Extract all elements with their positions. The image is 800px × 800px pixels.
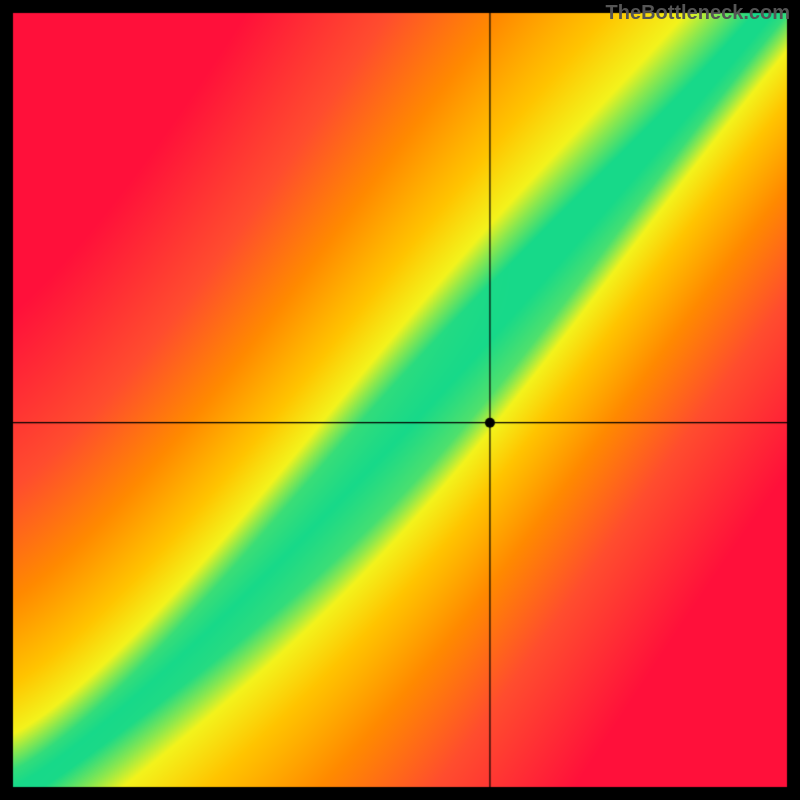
attribution-label: TheBottleneck.com <box>606 2 790 25</box>
chart-container: TheBottleneck.com <box>0 0 800 800</box>
bottleneck-heatmap <box>0 0 800 800</box>
